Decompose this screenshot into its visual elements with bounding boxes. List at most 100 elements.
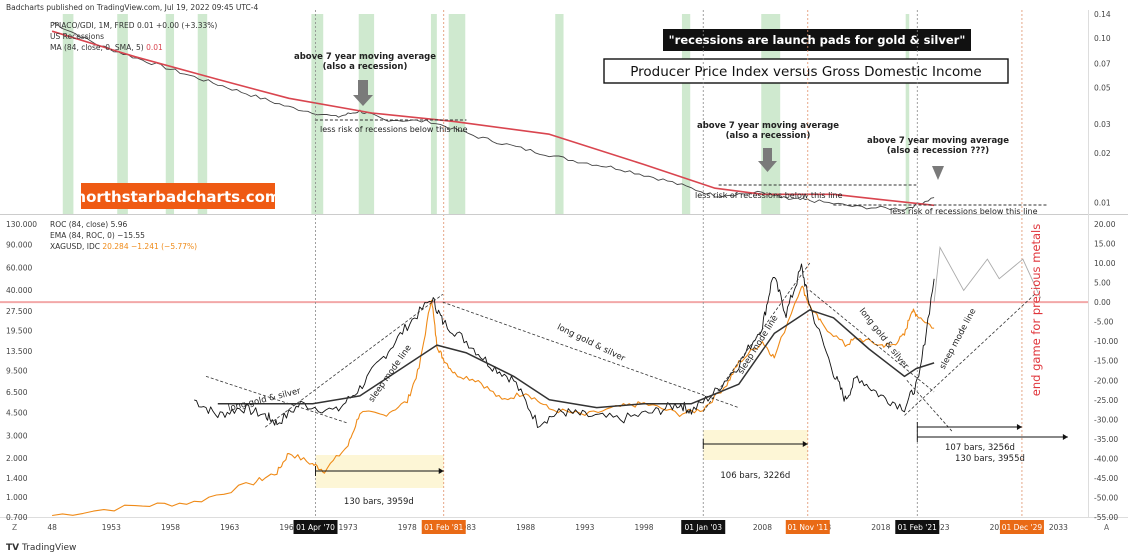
long-gs-label-1: long gold & silver <box>227 386 302 414</box>
sleep-label-3: sleep mode line <box>938 307 979 371</box>
title-box <box>603 58 1009 84</box>
above-ma-label-3a: above 7 year moving average <box>867 136 1009 146</box>
quote-box <box>663 29 971 51</box>
down-arrow-3 <box>932 166 944 180</box>
bars-label-3: 107 bars, 3256d <box>945 443 1015 453</box>
x-axis-tick: 1963 <box>220 523 239 532</box>
bars-highlight-1 <box>315 455 444 488</box>
legend-ppi-name: PPIACO/GDI, 1M, FRED <box>50 21 135 30</box>
top-axis-tick: 0.07 <box>1094 59 1111 68</box>
left-axis-tick: 90.000 <box>6 241 32 250</box>
sleep-trend-2 <box>702 262 811 412</box>
projection-zigzag <box>933 245 1042 303</box>
right-axis-tick: -25.00 <box>1094 396 1118 405</box>
left-axis-tick: 6.500 <box>6 388 28 397</box>
left-axis-tick: 2.000 <box>6 454 28 463</box>
legend-ma-value: 0.01 <box>146 43 163 52</box>
x-axis-tick: 2018 <box>871 523 890 532</box>
long-gs-trend-2 <box>442 301 739 408</box>
above-ma-label-3b: (also a recession ???) <box>887 146 990 156</box>
left-axis-tick: 27.500 <box>6 307 32 316</box>
left-axis-tick: 4.500 <box>6 409 28 418</box>
recession-band <box>197 14 208 214</box>
right-axis-tick: -40.00 <box>1094 454 1118 463</box>
right-axis-tick: -15.00 <box>1094 357 1118 366</box>
above-ma-label-2a: above 7 year moving average <box>697 121 839 131</box>
right-axis-tick: 10.00 <box>1094 259 1116 268</box>
less-risk-label-2: less risk of recessions below this line <box>695 191 843 200</box>
sleep-label-2: sleep mode line <box>736 314 780 377</box>
legend-xag-name: XAGUSD, IDC <box>50 242 100 251</box>
x-axis-tick: 1983 <box>457 523 476 532</box>
axis-auto-icon: A <box>1104 523 1110 532</box>
right-axis-tick: -20.00 <box>1094 376 1118 385</box>
left-axis-tick: 3.000 <box>6 431 28 440</box>
silver-line <box>52 285 935 517</box>
tail-trend <box>906 380 953 432</box>
right-axis-tick: 20.00 <box>1094 220 1116 229</box>
long-gs-trend-3 <box>809 290 935 393</box>
x-axis-tick: 1993 <box>575 523 594 532</box>
x-axis-tick: 2028 <box>990 523 1009 532</box>
right-axis-tick: -10.00 <box>1094 337 1118 346</box>
chart-title: Producer Price Index versus Gross Domest… <box>630 64 981 80</box>
date-marker <box>681 520 726 534</box>
right-axis-tick: 15.00 <box>1094 240 1116 249</box>
x-axis-tick: 1953 <box>102 523 121 532</box>
top-axis-tick: 0.03 <box>1094 120 1111 129</box>
quote-text: "recessions are launch pads for gold & s… <box>669 33 966 47</box>
left-axis-tick: 0.700 <box>6 513 28 522</box>
date-marker <box>895 520 940 534</box>
bars-label-2: 106 bars, 3226d <box>720 471 790 481</box>
recession-band <box>430 14 437 214</box>
date-marker-label: 01 Feb '81 <box>424 523 463 532</box>
bottom-pane: long gold & silver sleep mode line long go… <box>0 10 1088 517</box>
publish-header: Badcharts published on TradingView.com, … <box>6 3 259 12</box>
date-marker-label: 01 Nov '11 <box>787 523 828 532</box>
x-axis-tick: 2008 <box>753 523 772 532</box>
ema-line <box>217 309 935 409</box>
top-axis-tick: 0.05 <box>1094 84 1111 93</box>
bars-arrow-2-head <box>802 441 808 447</box>
ma-line <box>51 30 935 207</box>
brand-label: TradingView <box>21 543 77 553</box>
date-marker <box>421 520 466 534</box>
brand-site-text: northstarbadcharts.com <box>75 188 280 206</box>
x-axis-tick: 2023 <box>930 523 949 532</box>
recession-band <box>448 14 466 214</box>
left-axis-tick: 19.500 <box>6 326 32 335</box>
recession-band <box>311 14 324 214</box>
recession-band <box>165 14 175 214</box>
legend-ma-name: MA (84, close, 0, SMA, 5) <box>50 43 144 52</box>
legend-ema: EMA (84, ROC, 0) −15.55 <box>50 231 145 240</box>
left-axis-tick: 130.000 <box>6 220 37 229</box>
x-axis-tick: 1958 <box>161 523 180 532</box>
x-axis-tick: 2033 <box>1049 523 1068 532</box>
top-axis-tick: 0.01 <box>1094 198 1111 207</box>
above-ma-label-1a: above 7 year moving average <box>294 52 436 62</box>
left-axis-tick: 1.400 <box>6 474 28 483</box>
top-pane: less risk of recessions below this line l… <box>51 21 1047 216</box>
left-axis-tick: 9.500 <box>6 367 28 376</box>
date-marker-label: 01 Jan '03 <box>684 523 722 532</box>
legend-recessions: US Recessions <box>50 32 105 41</box>
x-axis-tick: 1968 <box>279 523 298 532</box>
down-arrow-2 <box>758 148 777 172</box>
right-axis-tick: 0.00 <box>1094 298 1111 307</box>
recession-band <box>681 14 691 214</box>
right-axis-tick: 5.00 <box>1094 279 1111 288</box>
left-axis-tick: 13.500 <box>6 347 32 356</box>
above-ma-label-1b: (also a recession) <box>323 62 408 72</box>
recession-band <box>358 14 375 214</box>
top-axis-tick: 0.14 <box>1094 10 1111 19</box>
x-axis-tick: 1978 <box>398 523 417 532</box>
right-axis-tick: -45.00 <box>1094 474 1118 483</box>
x-axis-tick: 1973 <box>339 523 358 532</box>
date-marker <box>999 520 1044 534</box>
roc-line <box>194 263 935 428</box>
right-axis-tick: -30.00 <box>1094 415 1118 424</box>
right-axis-tick: -55.00 <box>1094 513 1118 522</box>
date-marker-label: 01 Apr '70 <box>296 523 335 532</box>
left-axis-tick: 40.000 <box>6 286 32 295</box>
